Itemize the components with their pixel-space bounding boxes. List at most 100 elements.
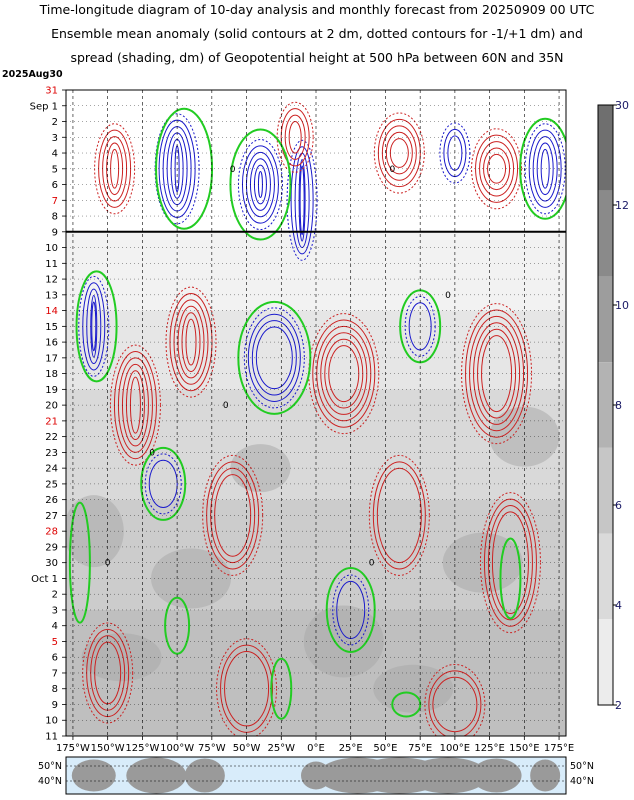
zero-contour-11	[68, 501, 91, 624]
contour-feature-9-ring	[483, 147, 511, 191]
y-tick-label: 7	[52, 668, 58, 679]
x-tick-label: 175°E	[544, 743, 574, 754]
contour-feature-2-ring	[532, 136, 558, 202]
x-tick-label: 150°W	[91, 743, 125, 754]
colorbar-tick-label: 4	[615, 599, 622, 612]
contour-feature-5-ring	[290, 146, 314, 255]
contour-feature-16-ring	[368, 454, 430, 576]
contour-label-3: 0	[230, 165, 236, 175]
contour-feature-5-ring	[298, 158, 306, 242]
y-tick-label: 2	[52, 117, 58, 128]
colorbar-swatch	[598, 362, 613, 448]
contour-feature-2-ring	[540, 148, 550, 189]
colorbar: 30 12 10 8 6 4 2	[597, 99, 629, 712]
contour-feature-14	[461, 303, 533, 445]
x-tick-label: 75°E	[408, 743, 432, 754]
contour-feature-7-ring	[280, 108, 310, 167]
contour-feature-10	[439, 122, 471, 184]
y-tick-label: Oct 1	[31, 574, 58, 585]
y-tick-label: 3	[52, 133, 58, 144]
chart-title-line-3: spread (shading, dm) of Geopotential hei…	[70, 50, 564, 65]
contour-feature-5-ring	[299, 165, 305, 236]
x-tick-label: 125°W	[125, 743, 159, 754]
colorbar-tick-label: 12	[615, 199, 629, 212]
contour-feature-9-ring	[487, 153, 507, 184]
contour-feature-0-ring	[154, 113, 200, 225]
chart-title-line-1: Time-longitude diagram of 10-day analysi…	[39, 2, 595, 17]
colorbar-swatch	[598, 447, 613, 534]
contour-feature-20-ring	[428, 670, 482, 736]
y-tick-label: 6	[52, 653, 58, 664]
x-tick-label: 75°W	[198, 743, 226, 754]
spread-blotch-2	[230, 444, 291, 493]
y-tick-label: 3	[52, 605, 58, 616]
contour-feature-4	[243, 307, 305, 409]
contour-feature-19-ring	[216, 638, 278, 736]
contour-feature-21	[144, 453, 182, 515]
contour-label-4: 0	[390, 165, 396, 175]
x-tick-label: 50°E	[373, 743, 397, 754]
x-tick-label: 100°E	[440, 743, 470, 754]
map-lat-label-left: 50°N	[38, 761, 62, 772]
x-tick-label: 150°E	[509, 743, 539, 754]
x-tick-label: 175°W	[56, 743, 90, 754]
contour-label-2: 0	[105, 559, 111, 569]
contour-feature-9-ring	[475, 134, 519, 203]
colorbar-tick-label: 2	[615, 699, 622, 712]
zero-contour-8	[164, 596, 191, 655]
land-mass-7	[471, 758, 522, 793]
contour-feature-16-ring	[372, 461, 426, 570]
y-tick-label: Sep 1	[30, 101, 58, 112]
chart-title-line-2: Ensemble mean anomaly (solid contours at…	[51, 26, 583, 41]
x-tick-label: 25°W	[267, 743, 295, 754]
zero-contour-9	[270, 657, 293, 720]
map-lat-label-right: 40°N	[570, 776, 594, 787]
map-lat-label-right: 50°N	[570, 761, 594, 772]
contour-feature-7-ring	[284, 114, 306, 160]
y-tick-label: 13	[45, 290, 58, 301]
colorbar-tick-label: 6	[615, 499, 622, 512]
map-land	[71, 757, 561, 794]
contour-feature-4-ring	[251, 320, 297, 396]
land-mass-1	[126, 757, 187, 794]
contour-feature-3-ring	[91, 301, 97, 352]
y-tick-label: 27	[45, 511, 58, 522]
colorbar-swatch	[598, 619, 613, 705]
x-tick-label: 25°E	[339, 743, 363, 754]
x-tick-label: 100°W	[160, 743, 194, 754]
contour-feature-10-ring	[439, 122, 471, 184]
contour-feature-4-ring	[255, 326, 293, 390]
contour-label-5: 0	[445, 291, 451, 301]
land-mass-6	[407, 757, 488, 794]
contour-feature-8-ring	[373, 112, 425, 194]
grid-lines	[66, 89, 566, 737]
contour-feature-4-ring	[243, 307, 305, 409]
y-tick-label: 31	[45, 86, 58, 97]
colorbar-tick-label: 8	[615, 399, 622, 412]
contour-feature-17-ring	[479, 492, 541, 634]
y-tick-label: 29	[45, 542, 58, 553]
colorbar-tick-label: 10	[615, 299, 629, 312]
y-tick-label: 11	[45, 259, 58, 270]
contour-feature-16	[368, 454, 430, 576]
y-tick-label: 24	[45, 464, 58, 475]
contour-feature-9-ring	[479, 141, 515, 197]
contour-feature-14-ring	[473, 322, 521, 425]
contour-feature-17-ring	[491, 511, 529, 614]
y-tick-label: 18	[45, 369, 58, 380]
map-frame	[65, 756, 567, 795]
y-tick-label: 19	[45, 385, 58, 396]
colorbar-swatch	[598, 533, 613, 620]
y-start-date-label: 2025Aug30	[2, 69, 63, 80]
contour-feature-14-ring	[465, 309, 529, 438]
colorbar-swatch	[598, 190, 613, 277]
land-mass-2	[184, 758, 225, 793]
zero-contour-12	[499, 537, 522, 620]
contour-label-0: 0	[149, 448, 155, 458]
y-tick-label: 2	[52, 590, 58, 601]
y-tick-label: 23	[45, 448, 58, 459]
contour-feature-9-ring	[471, 128, 523, 210]
y-tick-label: 21	[45, 416, 58, 427]
contour-feature-19-ring	[224, 651, 270, 727]
